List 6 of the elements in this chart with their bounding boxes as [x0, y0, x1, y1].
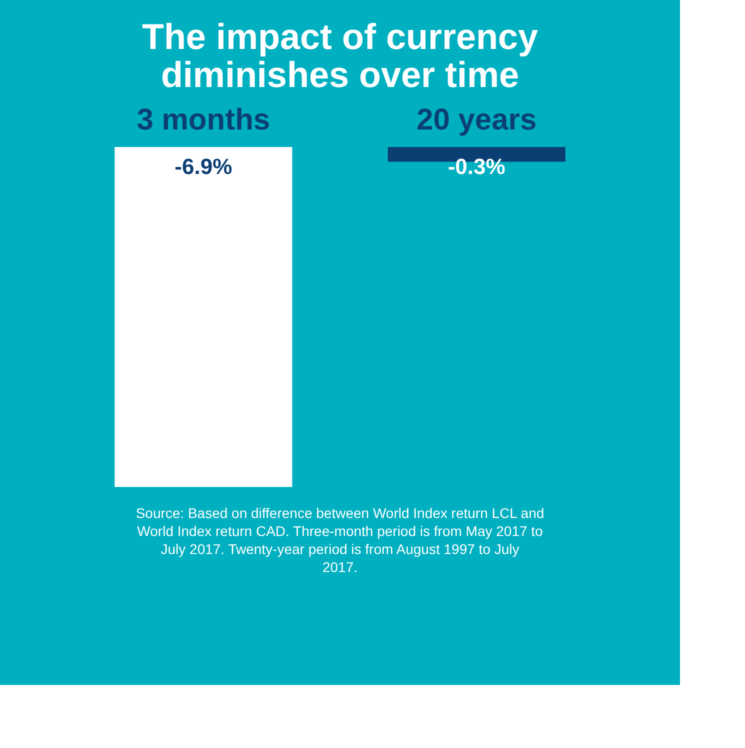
x-tick-label: 3 months — [136, 104, 270, 136]
chart-title: The impact of currency diminishes over time — [142, 16, 538, 95]
x-tick-label: 20 years — [416, 104, 537, 136]
data-label: -6.9% — [174, 154, 232, 179]
data-label: -0.3% — [448, 154, 506, 179]
source-note: Source: Based on difference between World Index return LCL and World Index return CAD. Three-month period is from May 2017 to July 2017. Twenty-year period is from August 1997 to July 2017. — [136, 505, 544, 575]
